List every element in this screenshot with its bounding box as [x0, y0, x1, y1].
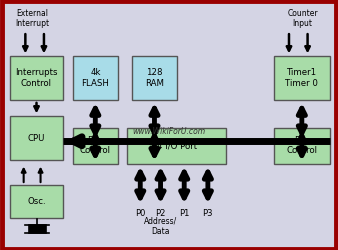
FancyBboxPatch shape — [73, 128, 118, 164]
Text: P2: P2 — [155, 209, 166, 218]
Text: External
Interrupt: External Interrupt — [15, 9, 49, 28]
FancyBboxPatch shape — [274, 128, 330, 164]
FancyBboxPatch shape — [10, 56, 63, 100]
Text: P1: P1 — [179, 209, 189, 218]
FancyBboxPatch shape — [274, 56, 330, 100]
Text: Interrupts
Control: Interrupts Control — [15, 68, 57, 88]
FancyBboxPatch shape — [10, 185, 63, 218]
FancyBboxPatch shape — [127, 128, 226, 164]
Text: 128
RAM: 128 RAM — [145, 68, 164, 88]
Text: P3: P3 — [202, 209, 213, 218]
Text: Counter
Input: Counter Input — [287, 9, 318, 28]
Text: CPU: CPU — [28, 134, 45, 142]
Text: Osc.: Osc. — [27, 197, 46, 206]
Text: 4k
FLASH: 4k FLASH — [81, 68, 110, 88]
FancyBboxPatch shape — [73, 56, 118, 100]
FancyBboxPatch shape — [132, 56, 177, 100]
Text: www.WikiForU.com: www.WikiForU.com — [132, 127, 206, 136]
FancyBboxPatch shape — [10, 116, 63, 160]
Text: Bus
Control: Bus Control — [286, 136, 317, 155]
Text: Address/
Data: Address/ Data — [144, 217, 177, 236]
Text: Timer1
Timer 0: Timer1 Timer 0 — [285, 68, 318, 88]
Text: P0: P0 — [135, 209, 145, 218]
Text: Bus
Control: Bus Control — [80, 136, 111, 155]
Text: 4 I/O Port: 4 I/O Port — [156, 141, 197, 150]
Bar — [29, 225, 46, 232]
